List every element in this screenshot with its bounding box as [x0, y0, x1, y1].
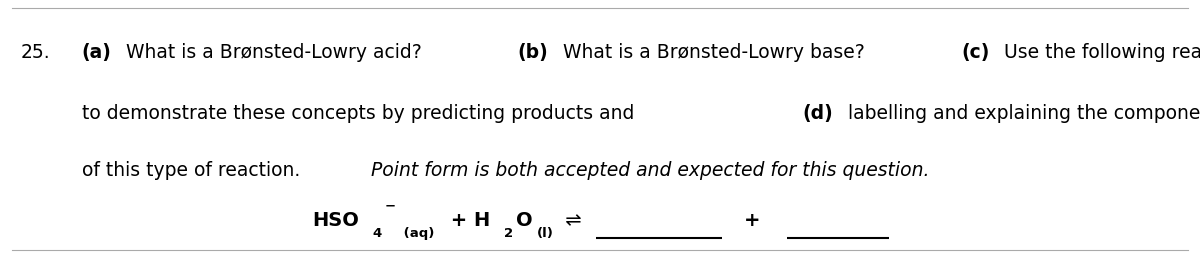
Text: ⇌: ⇌ — [559, 211, 588, 230]
Text: of this type of reaction.: of this type of reaction. — [82, 161, 306, 180]
Text: + H: + H — [444, 211, 491, 230]
Text: 2: 2 — [504, 227, 514, 240]
Text: O: O — [516, 211, 533, 230]
Text: What is a Brønsted-Lowry acid?: What is a Brønsted-Lowry acid? — [120, 43, 428, 62]
Text: (aq): (aq) — [398, 227, 434, 240]
Text: (a): (a) — [82, 43, 112, 62]
Text: (l): (l) — [538, 227, 554, 240]
Text: to demonstrate these concepts by predicting products and: to demonstrate these concepts by predict… — [82, 104, 640, 123]
Text: 25.: 25. — [20, 43, 50, 62]
Text: (d): (d) — [802, 104, 833, 123]
Text: 4: 4 — [372, 227, 382, 240]
Text: (c): (c) — [961, 43, 990, 62]
Text: HSO: HSO — [312, 211, 359, 230]
Text: labelling and explaining the components: labelling and explaining the components — [841, 104, 1200, 123]
Text: Point form is both accepted and expected for this question.: Point form is both accepted and expected… — [371, 161, 930, 180]
Text: Use the following reactants: Use the following reactants — [998, 43, 1200, 62]
Text: +: + — [744, 211, 761, 230]
Text: What is a Brønsted-Lowry base?: What is a Brønsted-Lowry base? — [557, 43, 871, 62]
Text: −: − — [384, 200, 396, 213]
Text: (b): (b) — [517, 43, 548, 62]
